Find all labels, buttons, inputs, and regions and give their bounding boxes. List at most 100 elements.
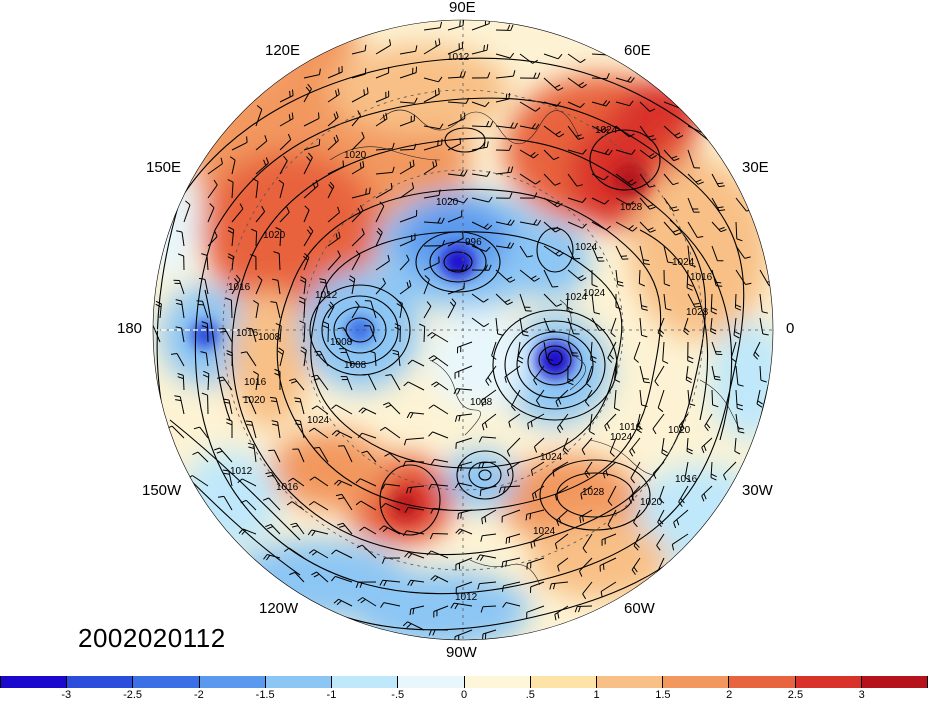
wind-barb — [327, 88, 340, 103]
wind-barb — [192, 451, 209, 463]
wind-barb — [455, 581, 473, 594]
wind-barb — [678, 485, 689, 507]
colorbar-segment — [0, 676, 68, 688]
wind-barb — [379, 426, 401, 439]
wind-barb — [735, 389, 744, 411]
wind-barb — [433, 605, 449, 618]
wind-barb — [495, 52, 515, 59]
wind-barb — [402, 460, 425, 467]
colorbar-tick-label: 3 — [858, 689, 865, 701]
wind-barb — [201, 253, 209, 271]
wind-barb — [471, 221, 493, 230]
contour-label: 1008 — [258, 332, 281, 343]
wind-barb — [294, 397, 305, 415]
wind-barb — [658, 485, 665, 504]
wind-barb — [430, 507, 449, 514]
wind-barb — [303, 152, 313, 175]
wind-barb — [759, 293, 769, 314]
contour-label: 1008 — [330, 337, 353, 348]
wind-barb — [615, 173, 637, 186]
wind-barb — [407, 579, 425, 587]
wind-barb — [279, 89, 294, 103]
wind-barb — [423, 21, 443, 31]
wind-barb — [687, 173, 704, 185]
timestamp-label: 2002020112 — [78, 623, 226, 653]
wind-barb — [423, 159, 438, 175]
wind-barb — [175, 299, 185, 319]
wind-barb — [686, 437, 693, 455]
wind-barb — [639, 293, 648, 311]
wind-barb — [615, 294, 622, 310]
wind-barb — [153, 325, 161, 343]
colorbar-segment — [67, 676, 134, 688]
wind-barb — [303, 83, 312, 103]
wind-barb — [327, 206, 340, 223]
wind-barb — [519, 317, 529, 337]
wind-barb — [543, 149, 560, 161]
wind-barb — [379, 579, 401, 587]
wind-barb — [358, 407, 377, 415]
wind-barb — [225, 297, 233, 319]
wind-barb — [381, 483, 401, 490]
wind-barb — [303, 253, 310, 271]
colorbar-segment — [133, 676, 200, 688]
wind-barb — [471, 264, 492, 271]
wind-barb — [471, 141, 489, 151]
wind-barb — [530, 533, 545, 549]
wind-barb — [207, 157, 223, 175]
wind-barb — [247, 442, 257, 463]
wind-barb — [327, 231, 341, 247]
wind-barb — [193, 426, 209, 439]
wind-barb — [363, 325, 377, 343]
wind-barb — [423, 123, 444, 130]
wind-barb — [409, 605, 425, 616]
contour-label: 1020 — [436, 197, 459, 208]
wind-barb — [711, 173, 725, 188]
wind-barb — [639, 245, 650, 265]
wind-barb — [222, 469, 233, 487]
wind-barb — [591, 221, 612, 231]
wind-barb — [481, 509, 497, 525]
wind-barb — [375, 166, 395, 175]
wind-barb — [423, 76, 443, 83]
wind-barb — [269, 396, 281, 415]
wind-barb — [170, 353, 185, 367]
wind-barb — [375, 254, 390, 271]
wind-barb — [351, 205, 364, 223]
wind-barb — [313, 446, 329, 463]
wind-barb — [327, 250, 341, 271]
wind-barb — [639, 125, 657, 141]
wind-barb — [351, 131, 365, 151]
wind-barb — [290, 522, 305, 535]
wind-barb — [495, 317, 504, 336]
wind-barb — [176, 230, 185, 247]
wind-barb — [351, 300, 360, 319]
wind-barb — [364, 300, 377, 319]
colorbar-tick-label: -.5 — [391, 689, 405, 701]
wind-barb — [582, 533, 593, 554]
wind-barb — [406, 485, 425, 494]
wind-barb — [455, 528, 473, 535]
wind-barb — [567, 341, 579, 357]
wind-barb — [314, 350, 329, 367]
wind-barb — [519, 219, 542, 226]
wind-barb — [636, 413, 643, 434]
wind-barb — [663, 149, 680, 162]
wind-barb — [375, 227, 383, 247]
wind-barb — [246, 327, 257, 343]
wind-barb — [711, 245, 724, 262]
lon-label-30e: 30E — [742, 159, 769, 176]
wind-barb — [480, 605, 497, 613]
wind-barb — [543, 245, 565, 257]
wind-barb — [447, 298, 457, 319]
wind-barb — [253, 300, 259, 319]
wind-barb — [255, 105, 263, 127]
wind-barb — [384, 452, 401, 463]
wind-barb — [457, 461, 473, 472]
wind-barb — [753, 341, 761, 360]
colorbar-segment — [398, 676, 465, 688]
wind-barb — [207, 203, 215, 223]
wind-barb — [369, 350, 377, 367]
wind-barb — [431, 381, 449, 391]
wind-barb — [511, 389, 521, 412]
